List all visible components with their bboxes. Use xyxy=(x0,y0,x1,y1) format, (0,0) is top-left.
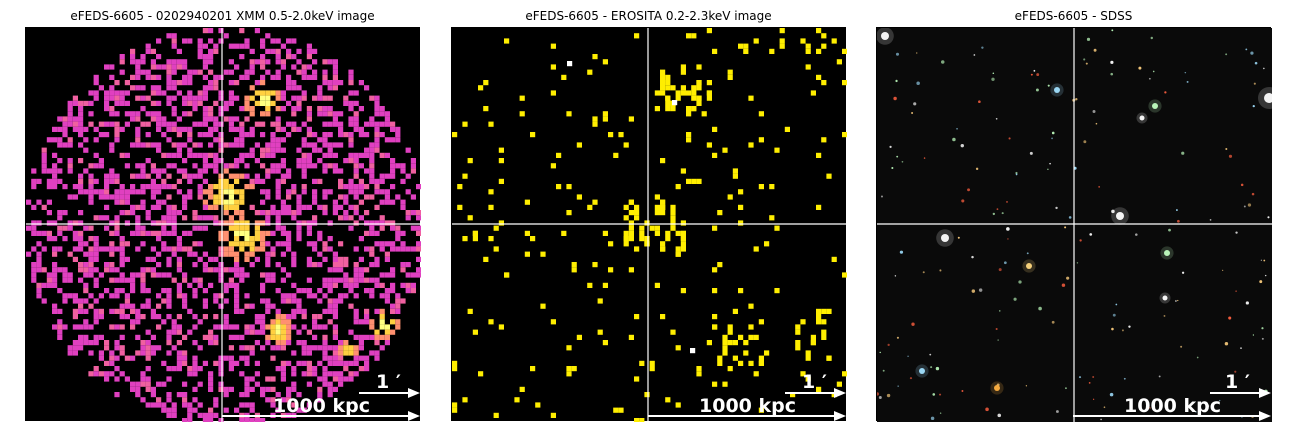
xmm-pixel-map xyxy=(26,28,421,422)
sdss-kpc-scale-label: 1000 kpc xyxy=(1124,395,1221,417)
kpc-scale-arrow-head xyxy=(1259,411,1271,421)
erosita-image-panel: 1 ′ 1000 kpc xyxy=(451,27,847,422)
arcmin-scale-arrow-head xyxy=(834,388,846,398)
sdss-panel-title: eFEDS-6605 - SDSS xyxy=(1014,9,1133,23)
xmm-panel-title: eFEDS-6605 - 0202940201 XMM 0.5-2.0keV i… xyxy=(70,9,375,23)
erosita-image xyxy=(452,28,847,422)
erosita-panel-title: eFEDS-6605 - EROSITA 0.2-2.3keV image xyxy=(525,9,772,23)
kpc-scale-arrow-head xyxy=(408,411,420,421)
sdss-arcmin-scale-label: 1 ′ xyxy=(1225,371,1250,393)
xmm-kpc-scale-label: 1000 kpc xyxy=(273,395,370,417)
arcmin-scale-arrow-head xyxy=(1259,388,1271,398)
erosita-kpc-scale-label: 1000 kpc xyxy=(699,395,796,417)
xmm-image xyxy=(26,28,421,422)
sdss-image-panel: 1 ′ 1000 kpc xyxy=(876,27,1272,422)
sdss-image xyxy=(877,28,1272,422)
erosita-arcmin-scale-label: 1 ′ xyxy=(802,371,827,393)
kpc-scale-arrow-head xyxy=(834,411,846,421)
xmm-image-panel: 1 ′ 1000 kpc xyxy=(25,27,421,422)
arcmin-scale-arrow-head xyxy=(408,388,420,398)
sdss-star-field xyxy=(877,28,1272,421)
erosita-pixel-map xyxy=(452,28,847,422)
xmm-arcmin-scale-label: 1 ′ xyxy=(376,371,401,393)
